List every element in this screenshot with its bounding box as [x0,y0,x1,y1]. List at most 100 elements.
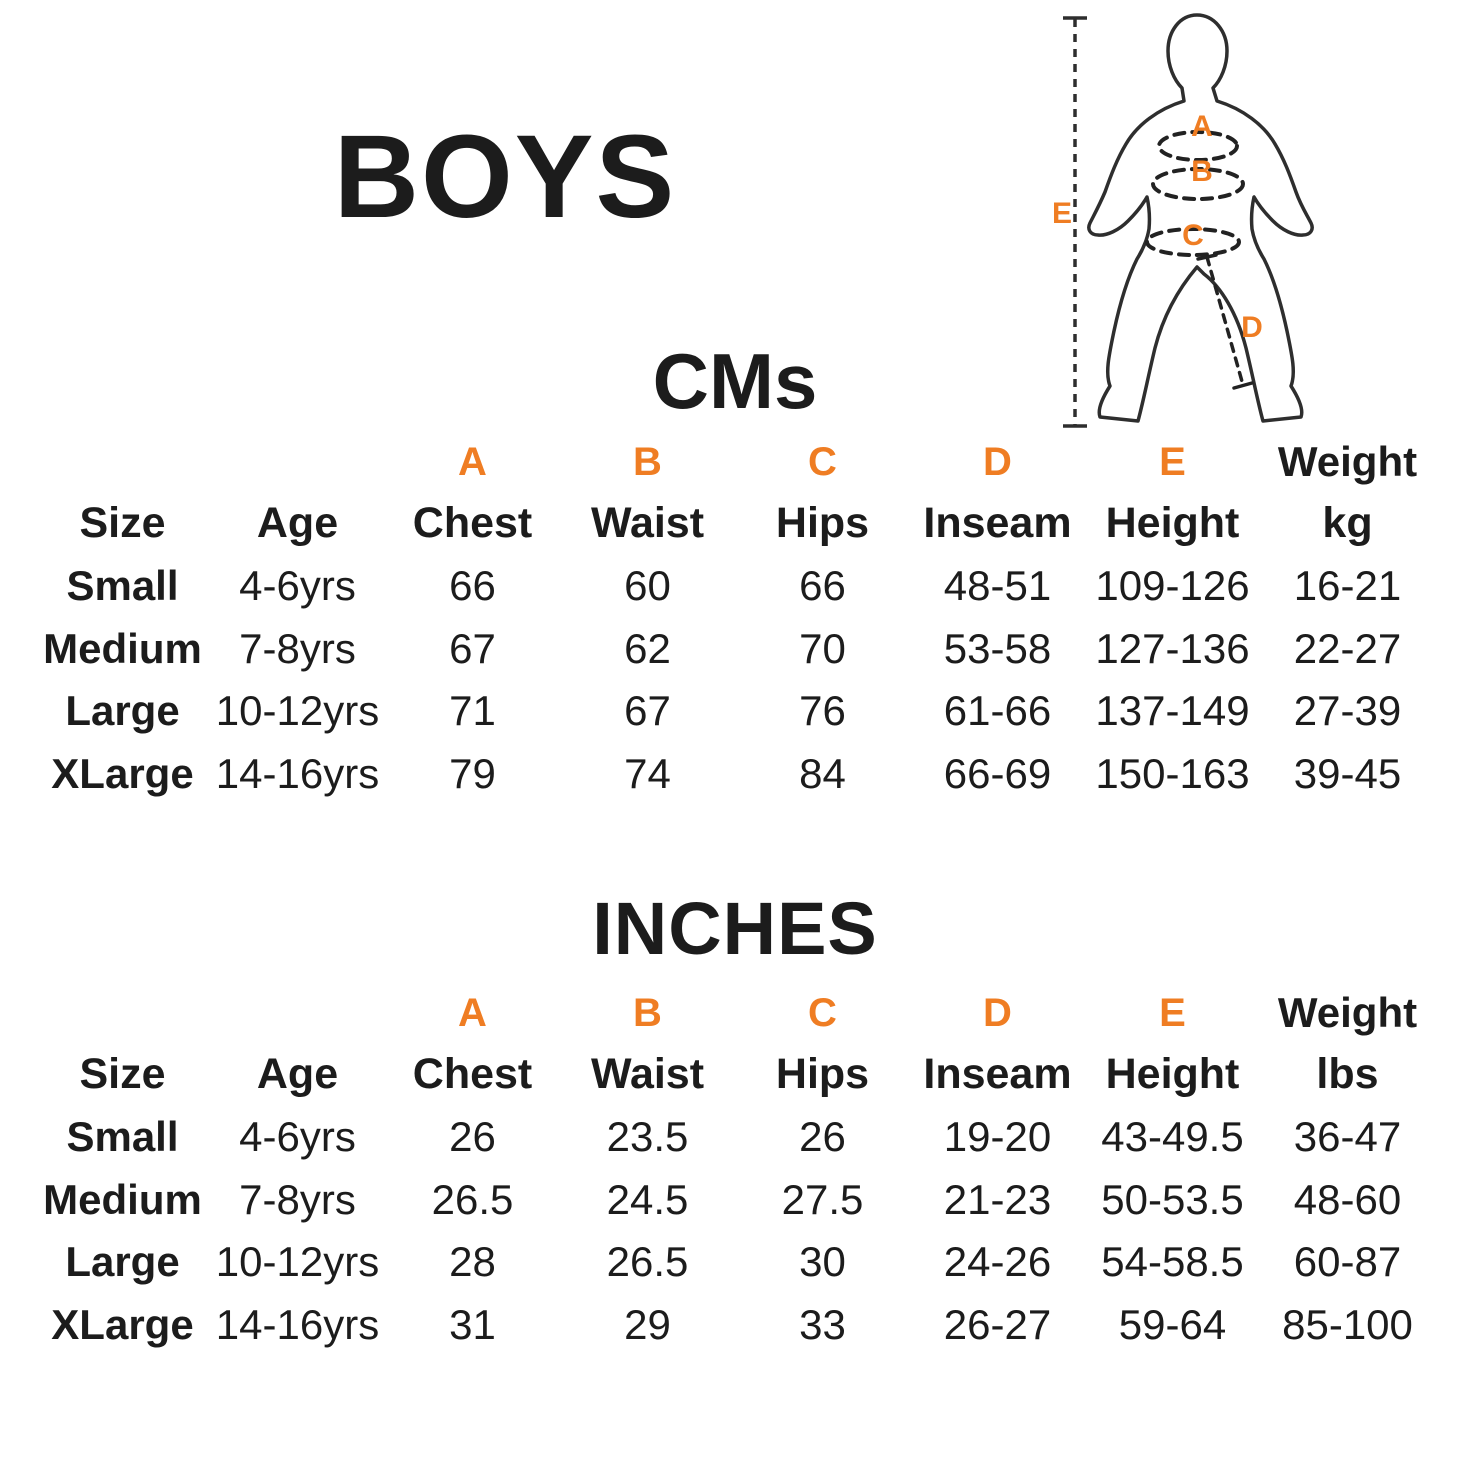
boy-measurement-figure: A B C D E [1030,5,1350,435]
column-header-size: Size [79,1050,166,1098]
data-cell: 76 [799,687,846,735]
empty-cell [210,432,385,492]
data-cell: 31 [449,1300,496,1348]
column-letter-c: C [808,990,837,1035]
chest-ellipse [1157,130,1239,162]
column-letter-d: D [983,439,1012,484]
column-letter-c: C [808,439,837,484]
data-cell: 127-136 [1095,624,1250,672]
data-cell: 14-16yrs [215,1300,380,1348]
hips-ellipse [1145,227,1241,257]
data-cell: 26.5 [431,1175,514,1223]
empty-cell [35,432,210,492]
data-cell: 39-45 [1293,749,1402,797]
boy-outline [1087,13,1314,423]
data-cell: 26-27 [943,1300,1052,1348]
data-cell: 62 [624,624,671,672]
data-cell: 74 [624,749,671,797]
empty-cell [210,983,385,1043]
column-header-age: Age [256,1050,339,1098]
page-title: BOYS [333,111,677,243]
cms-size-table: A B C D E Weight Size Age Chest Waist Hips Inseam He… [35,432,1435,805]
data-cell: 66 [799,562,846,610]
data-cell: 60 [624,562,671,610]
data-cell: 50-53.5 [1101,1175,1244,1223]
figure-label-waist: B [1191,155,1213,188]
size-name-cell: Medium [43,624,202,672]
column-header-hips: Hips [775,499,870,547]
measurement-ellipses [1145,130,1245,257]
data-cell: 66-69 [943,749,1052,797]
inseam-measure-line [1196,253,1254,390]
size-name-cell: Small [66,562,179,610]
data-cell: 33 [799,1300,846,1348]
column-header-inseam: Inseam [923,499,1072,547]
data-cell: 79 [449,749,496,797]
data-cell: 109-126 [1095,562,1250,610]
weight-column-label: Weight [1277,438,1418,485]
size-name-cell: Small [66,1113,179,1161]
size-name-cell: Large [65,1238,180,1286]
data-cell: 30 [799,1238,846,1286]
column-header-waist: Waist [590,1050,705,1098]
data-cell: 24-26 [943,1238,1052,1286]
column-letter-b: B [633,439,662,484]
column-letter-b: B [633,990,662,1035]
height-measure-line [1063,16,1087,428]
figure-label-chest: A [1191,110,1213,143]
column-header-chest: Chest [412,499,533,547]
data-cell: 10-12yrs [215,687,380,735]
column-letter-e: E [1159,990,1186,1035]
size-name-cell: Medium [43,1175,202,1223]
waist-ellipse [1151,167,1245,201]
data-cell: 36-47 [1293,1113,1402,1161]
column-header-chest: Chest [412,1050,533,1098]
data-cell: 71 [449,687,496,735]
column-letter-d: D [983,990,1012,1035]
figure-label-hips: C [1182,219,1204,252]
data-cell: 26 [449,1113,496,1161]
data-cell: 54-58.5 [1101,1238,1244,1286]
boy-figure-svg: A B C D E [1052,13,1314,428]
data-cell: 59-64 [1118,1300,1227,1348]
cms-section-title: CMs [652,337,818,425]
data-cell: 27-39 [1293,687,1402,735]
data-cell: 85-100 [1282,1300,1413,1348]
data-cell: 7-8yrs [239,1175,356,1223]
data-cell: 67 [624,687,671,735]
data-cell: 48-60 [1293,1175,1402,1223]
data-cell: 137-149 [1095,687,1250,735]
data-cell: 48-51 [943,562,1052,610]
figure-label-inseam: D [1241,311,1263,344]
data-cell: 14-16yrs [215,749,380,797]
size-name-cell: XLarge [51,1300,194,1348]
column-header-inseam: Inseam [923,1050,1072,1098]
column-header-hips: Hips [775,1050,870,1098]
data-cell: 53-58 [943,624,1052,672]
data-cell: 66 [449,562,496,610]
data-cell: 22-27 [1293,624,1402,672]
inches-size-table: A B C D E Weight Size Age Chest Waist Hips Inseam He… [35,983,1435,1356]
data-cell: 26 [799,1113,846,1161]
column-header-age: Age [256,499,339,547]
data-cell: 70 [799,624,846,672]
data-cell: 26.5 [606,1238,689,1286]
data-cell: 19-20 [943,1113,1052,1161]
data-cell: 29 [624,1300,671,1348]
data-cell: 61-66 [943,687,1052,735]
data-cell: 60-87 [1293,1238,1402,1286]
data-cell: 150-163 [1095,749,1250,797]
data-cell: 21-23 [943,1175,1052,1223]
data-cell: 4-6yrs [239,562,356,610]
weight-column-label: Weight [1277,989,1418,1036]
data-cell: 28 [449,1238,496,1286]
data-cell: 10-12yrs [215,1238,380,1286]
data-cell: 16-21 [1293,562,1402,610]
data-cell: 27.5 [781,1175,864,1223]
data-cell: 23.5 [606,1113,689,1161]
data-cell: 43-49.5 [1101,1113,1244,1161]
inches-section-title: INCHES [592,887,878,970]
data-cell: 7-8yrs [239,624,356,672]
data-cell: 24.5 [606,1175,689,1223]
empty-cell [35,983,210,1043]
